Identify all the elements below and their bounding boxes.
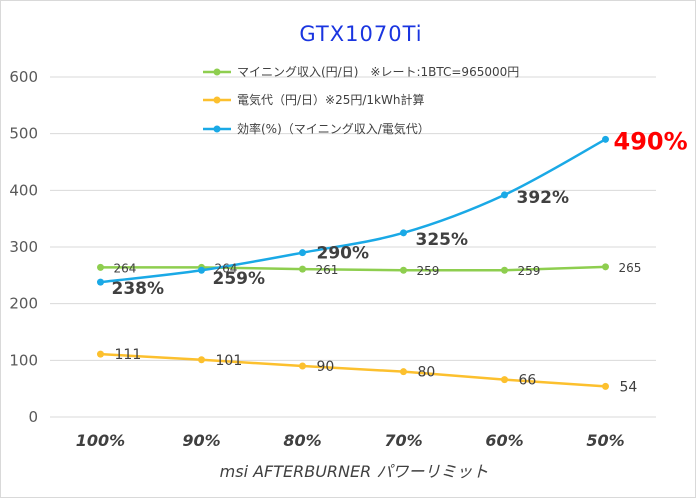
efficiency-point <box>602 135 609 143</box>
series-layer <box>97 135 609 390</box>
x-tick-label: 100% <box>76 431 125 450</box>
efficiency-data-label: 490% <box>614 127 688 155</box>
mining-income-legend-marker <box>213 68 221 76</box>
efficiency-data-label: 238% <box>112 279 165 299</box>
electricity-cost-data-label: 101 <box>216 353 243 369</box>
electricity-cost-data-label: 111 <box>115 347 142 363</box>
efficiency-point <box>299 249 306 257</box>
mining-income-data-label: 264 <box>215 261 238 275</box>
mining-income-data-label: 259 <box>518 264 541 278</box>
x-tick-label: 90% <box>182 431 220 450</box>
x-tick-label: 60% <box>485 431 523 450</box>
y-tick-label: 300 <box>9 238 38 256</box>
y-tick-label: 200 <box>9 295 38 313</box>
y-tick-label: 500 <box>9 125 38 143</box>
mining-income-point <box>501 266 508 274</box>
electricity-cost-point <box>97 350 104 358</box>
efficiency-point <box>400 229 407 237</box>
mining-income-point <box>602 263 609 271</box>
electricity-cost-data-label: 80 <box>418 365 436 381</box>
efficiency-data-label: 259% <box>213 269 266 289</box>
mining-income-data-label: 261 <box>316 263 339 277</box>
efficiency-point <box>501 191 508 199</box>
mining-income-point <box>299 265 306 273</box>
efficiency-legend-label: 効率(%)（マイニング収入/電気代） <box>237 121 430 136</box>
electricity-cost-data-label: 66 <box>519 373 537 389</box>
electricity-cost-point <box>602 382 609 390</box>
mining-income-line <box>100 265 606 272</box>
electricity-cost-point <box>299 362 306 370</box>
mining-income-point <box>97 263 104 271</box>
mining-income-data-label: 259 <box>417 264 440 278</box>
x-axis-label: msi AFTERBURNER パワーリミット <box>220 462 489 481</box>
y-tick-label: 0 <box>28 408 38 426</box>
efficiency-point <box>97 278 104 286</box>
x-tick-label: 50% <box>586 431 624 450</box>
efficiency-point <box>198 266 205 274</box>
y-tick-label: 100 <box>9 351 38 369</box>
x-tick-label: 80% <box>283 431 321 450</box>
electricity-cost-data-label: 54 <box>620 379 638 395</box>
mining-income-data-label: 265 <box>619 261 642 275</box>
gridlines <box>50 76 656 418</box>
efficiency-line <box>100 138 607 284</box>
y-tick-label: 600 <box>9 68 38 86</box>
electricity-cost-legend-marker <box>213 96 221 104</box>
x-tick-label: 70% <box>384 431 422 450</box>
efficiency-data-label: 325% <box>416 230 469 250</box>
efficiency-data-label: 290% <box>317 244 370 264</box>
electricity-cost-point <box>400 368 407 376</box>
electricity-cost-line <box>100 352 606 388</box>
mining-income-point <box>400 266 407 274</box>
data-labels-layer: 264 264 261 259 259 265 111 101 90 80 66 54 238% 259%… <box>112 127 688 395</box>
x-axis-ticks: 100% 90% 80% 70% 60% 50% <box>76 431 625 450</box>
legend: マイニング収入(円/日) ※レート:1BTC=965000円電気代（円/日）※2… <box>203 65 519 136</box>
electricity-cost-point <box>198 356 205 364</box>
efficiency-data-label: 392% <box>517 188 570 208</box>
electricity-cost-point <box>501 376 508 384</box>
electricity-cost-legend-label: 電気代（円/日）※25円/1kWh計算 <box>237 92 424 107</box>
y-axis-ticks: 0 100 200 300 400 500 600 <box>9 68 38 426</box>
mining-income-data-label: 264 <box>114 261 137 275</box>
efficiency-legend-marker <box>213 125 221 133</box>
chart-title: GTX1070Ti <box>299 22 422 46</box>
y-tick-label: 400 <box>9 181 38 199</box>
mining-income-legend-label: マイニング収入(円/日) ※レート:1BTC=965000円 <box>237 65 519 79</box>
electricity-cost-data-label: 90 <box>317 359 335 375</box>
